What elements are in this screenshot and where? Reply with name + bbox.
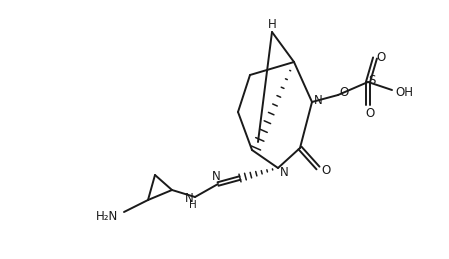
Text: N: N [185,191,194,205]
Text: N: N [211,169,220,183]
Text: H: H [268,18,277,31]
Text: N: N [313,93,322,106]
Text: OH: OH [395,85,413,98]
Text: H₂N: H₂N [96,210,118,222]
Text: O: O [339,85,348,98]
Text: S: S [368,74,376,87]
Text: O: O [365,106,374,119]
Text: O: O [376,51,386,63]
Text: O: O [321,163,330,176]
Text: H: H [189,200,197,210]
Text: N: N [280,166,288,178]
